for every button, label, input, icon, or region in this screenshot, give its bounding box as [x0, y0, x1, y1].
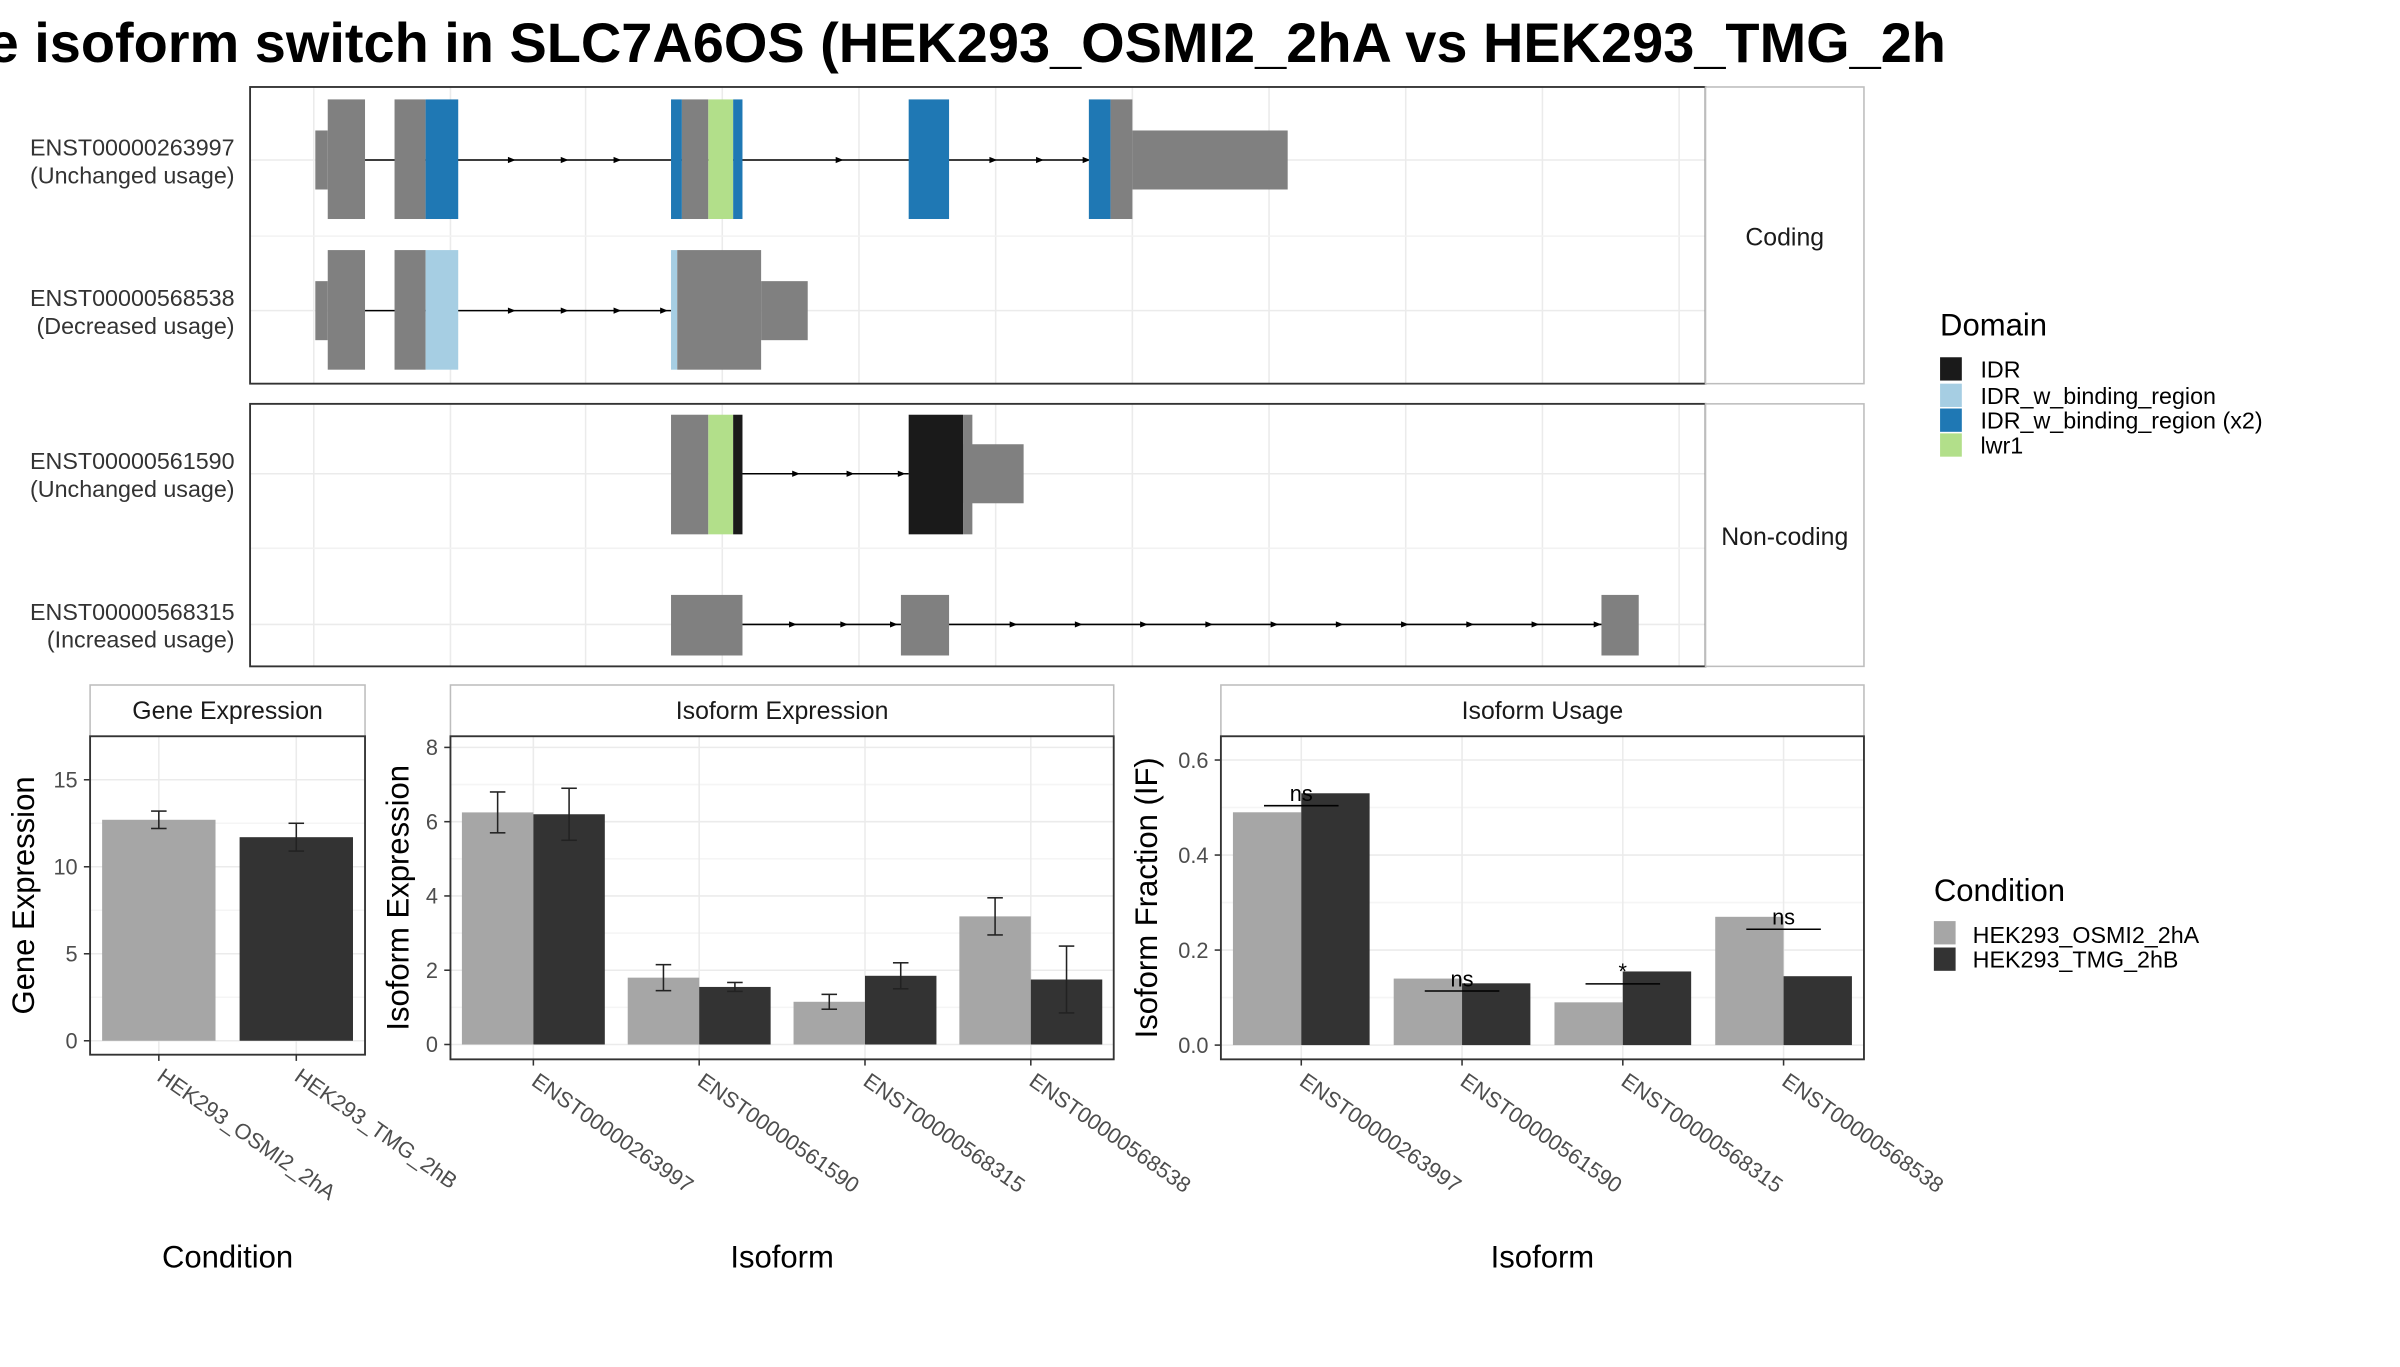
x-axis-title: Condition	[162, 1239, 293, 1274]
y-tick-label: 0.4	[1178, 843, 1208, 868]
y-tick-label: 6	[426, 809, 438, 834]
condition-legend-label-2: HEK293_TMG_2hB	[1973, 947, 2179, 973]
transcript-ENST00000561590-model	[671, 414, 1024, 535]
condition-legend-title: Condition	[1934, 873, 2065, 908]
domain-legend: Domain IDR IDR_w_binding_region IDR_w_bi…	[1940, 308, 2263, 459]
domain-legend-label-idr: IDR	[1980, 356, 2020, 382]
isoform-usage-panel: Isoform Usage 0.0 0.2 0.4 0.6 ns ns * ns ENST0000…	[1129, 684, 1949, 1274]
transcript-label-4-usage: (Increased usage)	[47, 627, 235, 653]
transcript-ENST00000568538-model	[315, 250, 808, 370]
bar	[1622, 971, 1692, 1046]
bar	[533, 814, 605, 1045]
y-tick-label: 10	[53, 855, 77, 880]
x-tick-label: ENST00000568315	[1617, 1068, 1788, 1198]
y-tick-label: 4	[426, 884, 438, 909]
domain-legend-label-idr-binding-x2: IDR_w_binding_region (x2)	[1980, 408, 2262, 434]
y-tick-label: 5	[66, 942, 78, 967]
bar	[1462, 983, 1531, 1046]
transcript-label-3-id: ENST00000561590	[30, 448, 235, 474]
panel-border	[89, 735, 366, 1056]
x-tick-label: ENST00000263997	[527, 1068, 698, 1198]
y-tick-label: 0	[66, 1029, 78, 1054]
panel-border	[1219, 735, 1865, 1061]
x-tick-label: ENST00000561590	[693, 1068, 864, 1198]
facet-label-coding: Coding	[1745, 224, 1824, 251]
transcript-label-1-usage: (Unchanged usage)	[30, 162, 235, 188]
domain-legend-label-idr-binding: IDR_w_binding_region	[1980, 383, 2216, 409]
noncoding-panel-bg	[250, 403, 1706, 667]
y-tick-label: 0.0	[1178, 1033, 1208, 1058]
domain-legend-swatch-idr-binding-x2	[1940, 408, 1962, 432]
x-tick-label: ENST00000568538	[1778, 1068, 1949, 1198]
transcript-label-2-usage: (Decreased usage)	[37, 313, 235, 339]
y-tick-label: 0.6	[1178, 748, 1208, 773]
transcript-label-3-usage: (Unchanged usage)	[30, 476, 235, 502]
y-tick-label: 0.2	[1178, 938, 1208, 963]
x-tick-label: ENST00000561590	[1456, 1068, 1627, 1198]
transcript-structure-panel: Coding Non-coding ENST00000263997 (Uncha…	[30, 86, 1865, 668]
bar	[239, 837, 353, 1041]
transcript-label-2-id: ENST00000568538	[30, 285, 235, 311]
bar	[461, 812, 534, 1045]
transcript-ENST00000263997-model	[315, 99, 1288, 220]
domain-legend-swatch-lwr1	[1940, 433, 1962, 457]
plot-title: e isoform switch in SLC7A6OS (HEK293_OSM…	[0, 11, 1946, 74]
bar	[699, 986, 771, 1045]
bar	[1715, 916, 1784, 1046]
bar	[1301, 793, 1370, 1046]
significance-label: *	[1619, 959, 1628, 984]
x-tick-label: ENST00000263997	[1295, 1068, 1466, 1198]
y-tick-label: 2	[426, 958, 438, 983]
condition-legend-swatch-1	[1933, 921, 1956, 945]
bar	[1232, 812, 1302, 1046]
condition-legend-swatch-2	[1933, 947, 1956, 971]
gene-expression-panel: Gene Expression051015HEK293_OSMI2_2hAHEK…	[6, 684, 462, 1274]
transcript-ENST00000568315-model	[671, 594, 1639, 656]
domain-legend-swatch-idr	[1940, 357, 1962, 381]
condition-legend: Condition HEK293_OSMI2_2hA HEK293_TMG_2h…	[1933, 873, 2200, 973]
y-axis-title: Isoform Fraction (IF)	[1129, 757, 1164, 1038]
x-axis-title: Isoform	[730, 1239, 834, 1274]
domain-legend-label-lwr1: lwr1	[1980, 433, 2023, 459]
y-axis-title: Isoform Expression	[381, 765, 416, 1031]
y-axis-title: Gene Expression	[6, 776, 41, 1014]
strip-box	[449, 684, 1115, 738]
significance-label: ns	[1451, 966, 1474, 991]
y-tick-label: 8	[426, 735, 438, 760]
strip-box	[89, 684, 366, 738]
facet-label-noncoding: Non-coding	[1721, 524, 1848, 551]
strip-box	[1220, 684, 1865, 738]
strip-label: Isoform Expression	[676, 698, 889, 725]
facet-strip-coding	[1704, 86, 1865, 385]
isoform-expression-panel: Isoform Expression02468ENST00000263997EN…	[381, 684, 1196, 1274]
bar	[102, 819, 216, 1041]
x-tick-label: ENST00000568315	[859, 1068, 1030, 1198]
significance-label: ns	[1290, 781, 1313, 806]
domain-legend-swatch-idr-binding	[1940, 383, 1962, 407]
condition-legend-label-1: HEK293_OSMI2_2hA	[1973, 922, 2200, 948]
y-tick-label: 15	[53, 768, 77, 793]
strip-label: Gene Expression	[132, 698, 323, 725]
domain-legend-title: Domain	[1940, 308, 2047, 343]
coding-panel-bg	[250, 86, 1706, 384]
bar	[1393, 978, 1463, 1046]
bar	[959, 916, 1031, 1045]
transcript-label-4-id: ENST00000568315	[30, 599, 235, 625]
bar	[1783, 976, 1852, 1046]
x-axis-title: Isoform	[1491, 1239, 1595, 1274]
bar	[1554, 1002, 1623, 1046]
x-tick-label: ENST00000568538	[1025, 1068, 1196, 1198]
strip-label: Isoform Usage	[1462, 698, 1624, 725]
panel-border	[449, 735, 1115, 1061]
y-tick-label: 0	[426, 1032, 438, 1057]
significance-label: ns	[1772, 905, 1795, 930]
facet-strip-noncoding	[1704, 403, 1865, 668]
transcript-label-1-id: ENST00000263997	[30, 134, 235, 160]
